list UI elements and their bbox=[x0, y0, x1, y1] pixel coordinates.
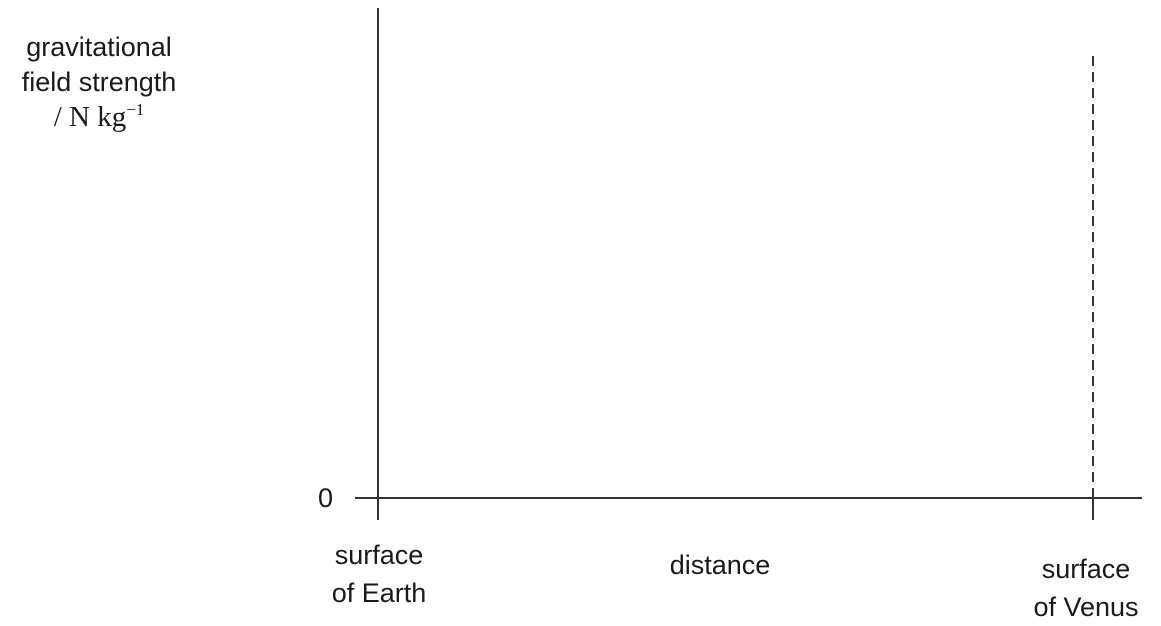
y-axis-label-line1: gravitational bbox=[26, 32, 172, 62]
y-axis-label: gravitational field strength / N kg−1 bbox=[0, 30, 198, 135]
earth-surface-label-line2: of Earth bbox=[331, 578, 427, 608]
earth-surface-label: surface of Earth bbox=[300, 536, 458, 612]
y-axis-label-line2: field strength bbox=[21, 67, 177, 97]
venus-surface-label-line2: of Venus bbox=[1033, 592, 1139, 622]
venus-surface-label: surface of Venus bbox=[1012, 550, 1160, 626]
y-axis-unit: / N kg−1 bbox=[0, 100, 198, 135]
y-tick-zero: 0 bbox=[318, 483, 334, 513]
y-axis-unit-text: / N kg bbox=[53, 101, 127, 133]
x-axis-label: distance bbox=[669, 550, 771, 580]
earth-surface-label-line1: surface bbox=[334, 540, 424, 570]
y-axis-unit-exponent: −1 bbox=[126, 100, 145, 119]
venus-surface-label-line1: surface bbox=[1041, 554, 1131, 584]
